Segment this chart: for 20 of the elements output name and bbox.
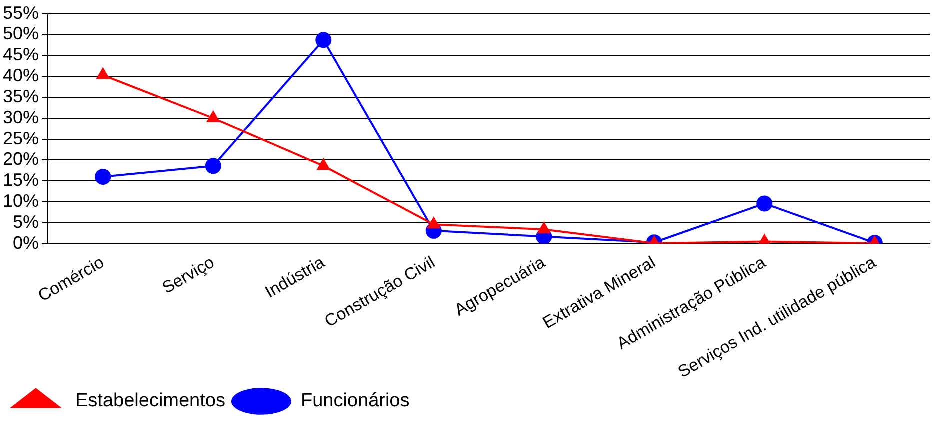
y-tick-label: 25% [2, 128, 40, 148]
y-tick-label: 5% [13, 212, 40, 232]
y-tick-label: 40% [2, 66, 40, 86]
y-tick-label: 50% [2, 24, 40, 44]
point [206, 110, 220, 122]
y-tick-label: 30% [2, 107, 40, 128]
point [537, 222, 552, 234]
legend-label: Funcionários [300, 390, 410, 412]
y-tick-label: 0% [13, 232, 40, 253]
y-tick-label: 10% [2, 191, 40, 212]
point [316, 32, 332, 48]
y-tick-label: 35% [2, 86, 40, 106]
point [316, 158, 331, 170]
y-tick-label: 15% [2, 170, 40, 190]
y-tick-label: 45% [2, 44, 40, 65]
point [426, 216, 441, 229]
legend-label: Estabelecimentos [76, 390, 226, 412]
point [96, 67, 110, 80]
y-tick-label: 20% [2, 149, 40, 170]
y-tick-label: 55% [2, 2, 40, 23]
